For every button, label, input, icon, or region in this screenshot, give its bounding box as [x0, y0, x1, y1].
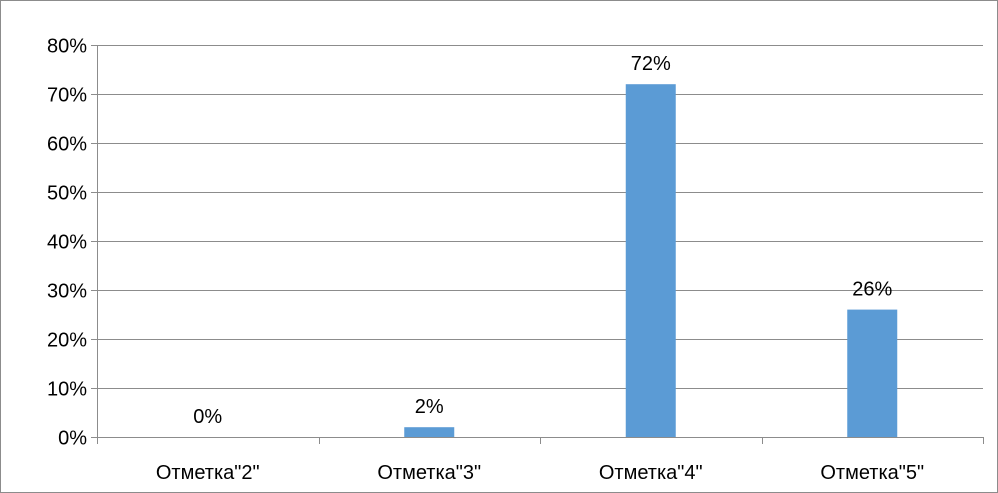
- x-tick-label: Отметка"3": [377, 462, 481, 484]
- y-tick-label: 40%: [47, 232, 87, 254]
- data-label: 2%: [415, 396, 444, 418]
- bar: [404, 427, 455, 437]
- axes: [91, 45, 984, 444]
- bar: [847, 309, 898, 437]
- data-label: 0%: [193, 406, 222, 428]
- y-tick-label: 60%: [47, 134, 87, 156]
- gridlines: [97, 45, 983, 389]
- y-tick-label: 20%: [47, 330, 87, 352]
- y-tick-label: 0%: [58, 428, 87, 450]
- x-tick-label: Отметка"4": [599, 462, 703, 484]
- data-label: 72%: [631, 53, 671, 75]
- bar: [625, 84, 676, 437]
- y-tick-label: 10%: [47, 379, 87, 401]
- y-tick-label: 70%: [47, 85, 87, 107]
- x-tick-label: Отметка"5": [820, 462, 924, 484]
- labels: 0% 10% 20% 30% 40% 50% 60% 70% 80% 0% Отметка"2" 2%…: [47, 36, 924, 485]
- bars: [404, 84, 898, 437]
- data-label: 26%: [852, 279, 892, 301]
- y-tick-label: 30%: [47, 281, 87, 303]
- y-tick-label: 80%: [47, 36, 87, 58]
- x-tick-label: Отметка"2": [156, 462, 260, 484]
- y-tick-label: 50%: [47, 183, 87, 205]
